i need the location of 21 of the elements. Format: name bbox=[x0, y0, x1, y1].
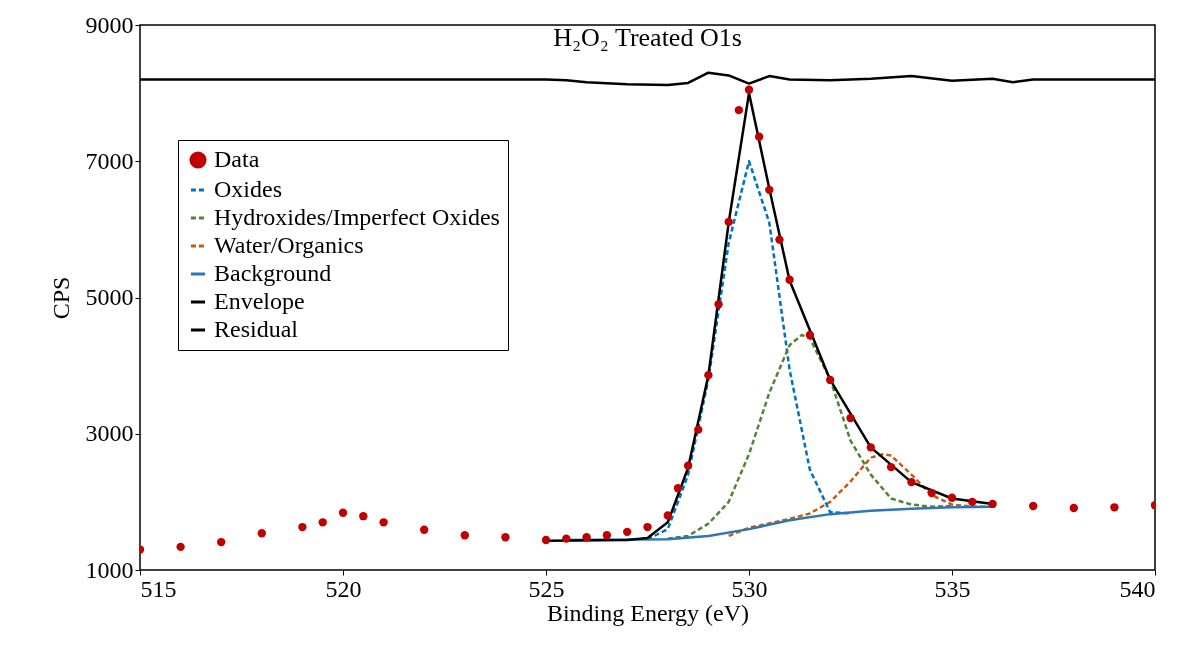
chart-title: H₂O₂ Treated O1s bbox=[553, 23, 742, 52]
legend-label: Data bbox=[214, 146, 260, 172]
x-tick-label: 520 bbox=[325, 575, 362, 602]
x-axis-title: Binding Energy (eV) bbox=[546, 599, 750, 626]
y-tick-label: 1000 bbox=[85, 556, 134, 583]
legend-label: Oxides bbox=[214, 176, 282, 202]
legend-label: Water/Organics bbox=[214, 232, 364, 258]
y-tick-label: 5000 bbox=[85, 284, 134, 310]
legend-label: Residual bbox=[214, 316, 299, 342]
x-tick-label: 540 bbox=[1119, 575, 1156, 602]
legend-label: Envelope bbox=[214, 288, 305, 314]
x-tick-label: 530 bbox=[731, 575, 768, 602]
legend-label: Hydroxides/Imperfect Oxides bbox=[214, 204, 500, 230]
legend-label: Background bbox=[214, 260, 332, 286]
y-tick-label: 3000 bbox=[85, 420, 134, 447]
y-axis-title: CPS bbox=[47, 276, 74, 320]
y-tick-label: 9000 bbox=[85, 11, 134, 38]
x-tick-label: 535 bbox=[934, 575, 971, 602]
y-tick-label: 7000 bbox=[85, 147, 134, 174]
x-tick-label: 525 bbox=[528, 575, 565, 602]
x-tick-label: 515 bbox=[140, 575, 177, 602]
